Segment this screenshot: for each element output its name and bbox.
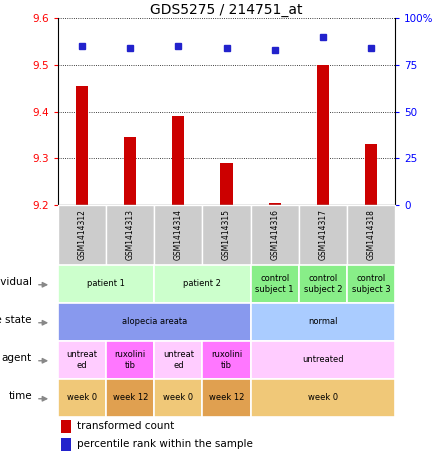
Text: week 12: week 12 [113, 394, 148, 403]
Text: control
subject 1: control subject 1 [255, 275, 294, 294]
Text: transformed count: transformed count [77, 421, 174, 431]
Text: untreated: untreated [302, 356, 343, 365]
Bar [251, 205, 299, 265]
Text: untreat
ed: untreat ed [163, 350, 194, 370]
Text: GSM1414318: GSM1414318 [367, 210, 375, 260]
Bar [154, 205, 202, 265]
Bar [317, 65, 329, 205]
Bar [61, 438, 71, 451]
Text: time: time [8, 391, 32, 401]
Bar [58, 205, 106, 265]
Text: patient 2: patient 2 [184, 280, 221, 289]
Bar [365, 144, 377, 205]
Bar [202, 205, 251, 265]
Text: disease state: disease state [0, 315, 32, 325]
Bar [347, 205, 395, 265]
Text: control
subject 2: control subject 2 [304, 275, 342, 294]
Text: agent: agent [2, 353, 32, 363]
Text: individual: individual [0, 277, 32, 287]
Text: week 0: week 0 [308, 394, 338, 403]
Text: GSM1414317: GSM1414317 [318, 209, 327, 260]
Bar [172, 116, 184, 205]
Text: week 12: week 12 [209, 394, 244, 403]
Bar [124, 137, 136, 205]
Bar [61, 419, 71, 433]
Bar [268, 202, 281, 205]
Text: week 0: week 0 [163, 394, 194, 403]
Text: GSM1414314: GSM1414314 [174, 209, 183, 260]
Bar [299, 205, 347, 265]
Title: GDS5275 / 214751_at: GDS5275 / 214751_at [150, 3, 303, 17]
Bar [106, 205, 154, 265]
Text: patient 1: patient 1 [87, 280, 125, 289]
Text: normal: normal [308, 318, 338, 327]
Text: ruxolini
tib: ruxolini tib [211, 350, 242, 370]
Text: ruxolini
tib: ruxolini tib [115, 350, 146, 370]
Text: alopecia areata: alopecia areata [122, 318, 187, 327]
Bar [220, 163, 233, 205]
Text: untreat
ed: untreat ed [67, 350, 98, 370]
Text: GSM1414315: GSM1414315 [222, 209, 231, 260]
Text: control
subject 3: control subject 3 [352, 275, 390, 294]
Bar [76, 86, 88, 205]
Text: GSM1414312: GSM1414312 [78, 210, 87, 260]
Text: percentile rank within the sample: percentile rank within the sample [77, 439, 252, 449]
Text: GSM1414316: GSM1414316 [270, 209, 279, 260]
Text: GSM1414313: GSM1414313 [126, 209, 135, 260]
Text: week 0: week 0 [67, 394, 97, 403]
